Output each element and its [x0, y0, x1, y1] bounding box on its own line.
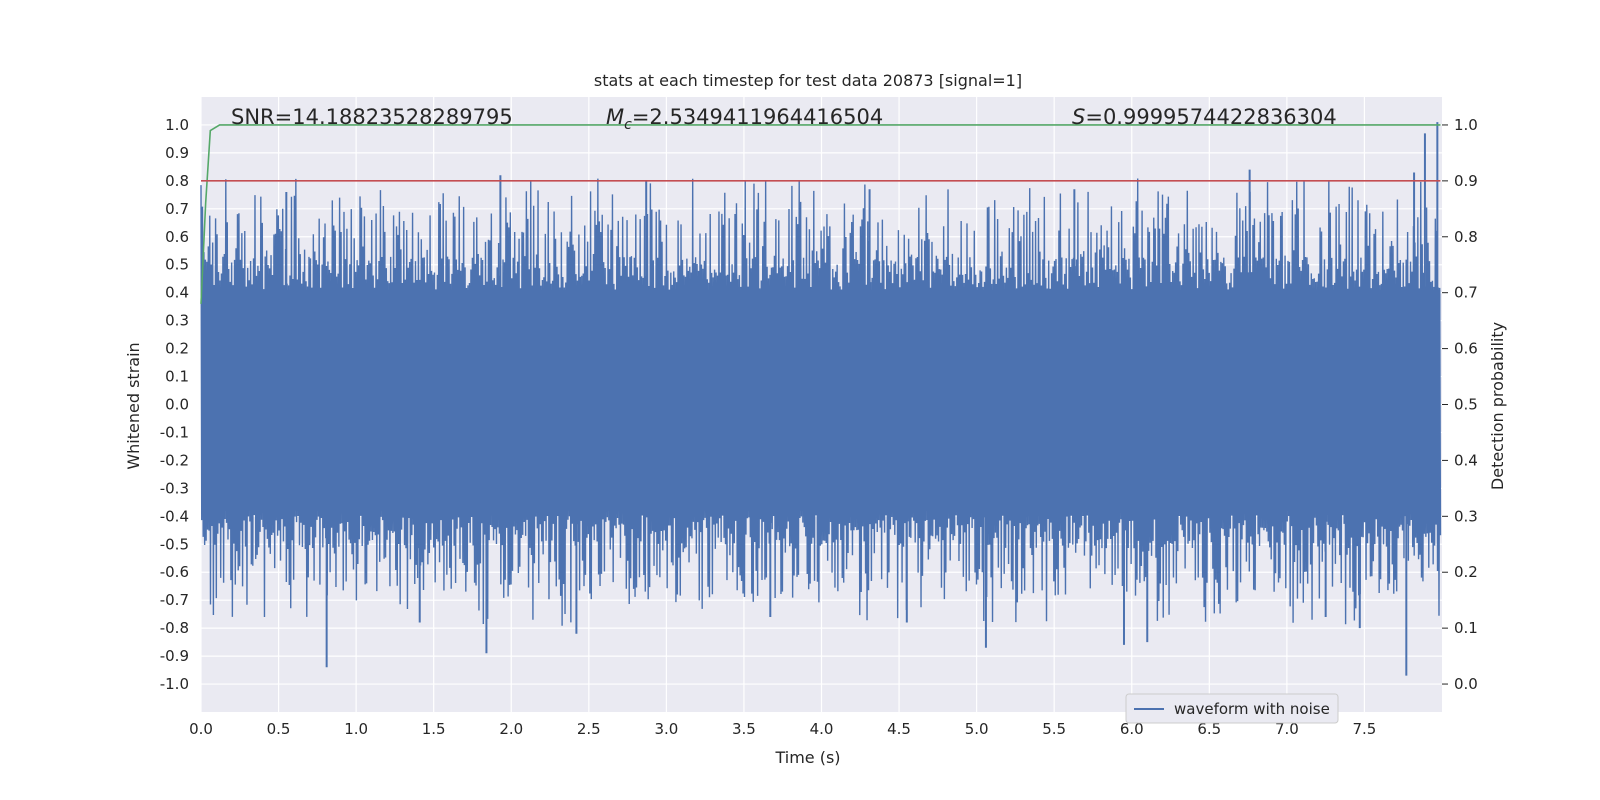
probability-series	[200, 124, 1441, 304]
chart-title: stats at each timestep for test data 208…	[594, 71, 1022, 90]
right-y-ticks: 1.0 0.9 0.8 0.7 0.6 0.5 0.4 0.3 0.2 0.1 0.0	[1442, 116, 1478, 693]
legend-label-waveform: waveform with noise	[1174, 700, 1330, 718]
y2-tick-label: 0.3	[1454, 507, 1478, 525]
y-tick-label: 0.2	[165, 340, 189, 358]
y-tick-label: -0.2	[160, 451, 189, 469]
y-tick-label: -0.1	[160, 423, 189, 441]
left-y-ticks: 1.0 0.9 0.8 0.7 0.6 0.5 0.4 0.3 0.2 0.1 0.0 -0.1 -0.…	[160, 116, 189, 693]
y-tick-label: -0.6	[160, 563, 189, 581]
y-tick-label: 0.3	[165, 312, 189, 330]
x-tick-label: 7.0	[1275, 720, 1299, 738]
x-tick-label: 7.5	[1353, 720, 1377, 738]
y2-tick-label: 0.4	[1454, 451, 1478, 469]
y2-tick-label: 1.0	[1454, 116, 1478, 134]
y-tick-label: 0.7	[165, 200, 189, 218]
x-tick-label: 1.0	[344, 720, 368, 738]
waveform-line	[200, 178, 1442, 626]
significance-symbol: S	[1072, 105, 1085, 129]
y-tick-label: -0.9	[160, 647, 189, 665]
y2-tick-label: 0.8	[1454, 228, 1478, 246]
chirp-mass-symbol: M	[606, 105, 624, 129]
probability-line	[200, 124, 1441, 304]
y-tick-label: -0.8	[160, 619, 189, 637]
y-tick-label: -0.5	[160, 535, 189, 553]
y2-axis-label: Detection probability	[1488, 322, 1507, 490]
y-tick-label: -0.3	[160, 479, 189, 497]
x-ticks: 0.0 0.5 1.0 1.5 2.0 2.5 3.0 3.5 4.0 4.5 5.0 5.5 6.0 6…	[189, 720, 1376, 738]
chirp-mass-annotation: Mc=2.5349411964416504	[606, 105, 883, 133]
y-tick-label: 0.5	[165, 256, 189, 274]
chirp-mass-subscript: c	[624, 117, 632, 133]
y-tick-label: 0.6	[165, 228, 189, 246]
y2-tick-label: 0.2	[1454, 563, 1478, 581]
y2-tick-label: 0.7	[1454, 284, 1478, 302]
y-tick-label: -1.0	[160, 675, 189, 693]
x-tick-label: 4.0	[810, 720, 834, 738]
x-tick-label: 0.0	[189, 720, 213, 738]
x-tick-label: 6.5	[1197, 720, 1221, 738]
legend: waveform with noise	[1125, 693, 1339, 724]
y2-tick-label: 0.5	[1454, 396, 1478, 414]
x-tick-label: 4.5	[887, 720, 911, 738]
y2-tick-label: 0.1	[1454, 619, 1478, 637]
x-tick-label: 2.5	[577, 720, 601, 738]
y-tick-label: -0.4	[160, 507, 189, 525]
y-axis-label: Whitened strain	[124, 342, 143, 469]
x-axis-label: Time (s)	[774, 748, 840, 767]
x-tick-label: 1.5	[422, 720, 446, 738]
y-tick-label: 0.0	[165, 396, 189, 414]
y-tick-label: -0.7	[160, 591, 189, 609]
chirp-mass-value: =2.5349411964416504	[632, 105, 883, 129]
y2-tick-label: 0.0	[1454, 675, 1478, 693]
x-tick-label: 2.0	[499, 720, 523, 738]
x-tick-label: 3.5	[732, 720, 756, 738]
y-tick-label: 0.1	[165, 368, 189, 386]
x-tick-label: 6.0	[1120, 720, 1144, 738]
x-tick-label: 5.5	[1042, 720, 1066, 738]
snr-annotation: SNR=14.18823528289795	[231, 105, 513, 129]
y-tick-label: 1.0	[165, 116, 189, 134]
waveform-series	[200, 122, 1442, 676]
legend-box	[1125, 693, 1339, 724]
x-tick-label: 5.0	[965, 720, 989, 738]
significance-value: =0.9999574422836304	[1085, 105, 1336, 129]
y2-tick-label: 0.6	[1454, 340, 1478, 358]
x-tick-label: 0.5	[267, 720, 291, 738]
y-tick-label: 0.4	[165, 284, 189, 302]
significance-annotation: S=0.9999574422836304	[1072, 105, 1337, 129]
y-tick-label: 0.9	[165, 144, 189, 162]
y2-tick-label: 0.9	[1454, 172, 1478, 190]
x-tick-label: 3.0	[654, 720, 678, 738]
y-tick-label: 0.8	[165, 172, 189, 190]
